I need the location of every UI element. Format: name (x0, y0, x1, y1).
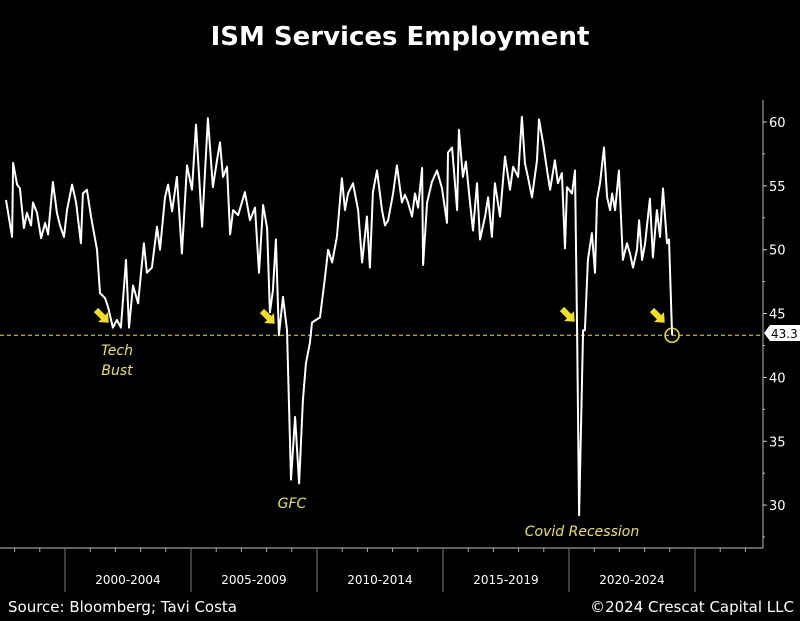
annotation-label: GFC (278, 496, 307, 512)
last-value-badge (764, 325, 800, 341)
last-value-callout: 43.3 (764, 325, 800, 341)
x-tick-label: 2020-2024 (599, 573, 664, 587)
y-tick-label: 55 (769, 180, 786, 195)
x-tick-label: 2000-2004 (95, 573, 160, 587)
series-line-ism-services-employment (5, 115, 674, 517)
y-tick-label: 45 (769, 308, 786, 323)
arrow-shape (93, 307, 109, 323)
arrow-shape (649, 307, 665, 323)
last-value-label: 43.3 (771, 327, 798, 341)
chart-title: ISM Services Employment (210, 22, 590, 52)
annotations: Tech Bust GFC Covid Recession (93, 306, 680, 540)
footer: Source: Bloomberg; Tavi Costa ©2024 Cres… (0, 596, 800, 621)
x-tick-label: 2010-2014 (347, 573, 412, 587)
annotation-arrow-icon (559, 306, 575, 322)
x-tick-label: 2015-2019 (473, 573, 538, 587)
x-tick-label: 2005-2009 (221, 573, 286, 587)
annotation-arrow-icon (259, 308, 275, 324)
copyright-note: ©2024 Crescat Capital LLC (590, 598, 794, 616)
axes: 30 35 40 45 50 55 60 2000-2004 2005-2009 2010-201… (0, 100, 786, 592)
annotation-arrow-icon (649, 307, 665, 323)
arrow-shape (259, 308, 275, 324)
annotation-label: Covid Recession (525, 524, 639, 540)
y-tick-label: 60 (769, 116, 786, 131)
y-tick-label: 30 (769, 499, 786, 514)
annotation-label: Tech (101, 343, 133, 359)
y-tick-label: 40 (769, 371, 786, 386)
last-point-circle (664, 327, 680, 344)
y-tick-label: 50 (769, 244, 786, 259)
line-chart: 30 35 40 45 50 55 60 2000-2004 2005-2009 2010-201… (0, 100, 800, 592)
annotation-arrow-icon (93, 307, 109, 323)
source-note: Source: Bloomberg; Tavi Costa (8, 598, 237, 616)
arrow-shape (559, 306, 575, 322)
y-tick-label: 35 (769, 435, 786, 450)
annotation-label: Bust (101, 363, 133, 379)
